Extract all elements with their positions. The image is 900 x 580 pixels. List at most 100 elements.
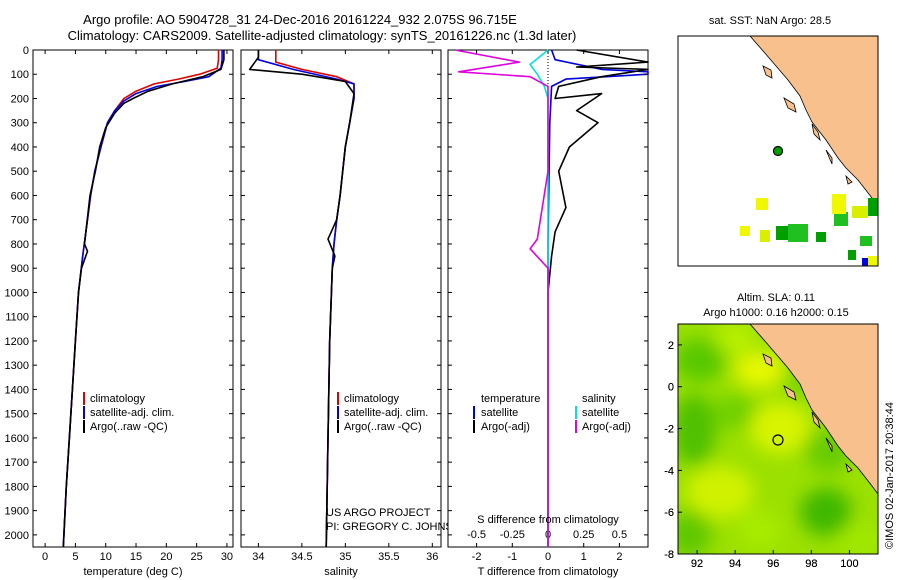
temperature-x-label: temperature (deg C)	[83, 566, 182, 578]
x-tick-label: 35.5	[378, 551, 399, 563]
sla-blob	[715, 324, 755, 354]
legend-header-salinity: salinity	[582, 393, 616, 405]
x-tick-label: 15	[130, 551, 142, 563]
legend-label-temp-argo: Argo(-adj)	[481, 421, 530, 433]
map-y-tick-label: 0	[668, 382, 674, 394]
sst-pixel	[848, 250, 856, 260]
x-tick-label: 2	[616, 551, 622, 563]
legend-label-temp-satellite: satellite	[481, 407, 518, 419]
depth-tick-label: 900	[11, 263, 29, 275]
island	[825, 437, 833, 453]
argo-location-marker	[772, 145, 784, 157]
x-tick-label: 0	[42, 551, 48, 563]
map-x-tick-label: 92	[691, 558, 703, 570]
x-tick-label: 34.5	[291, 551, 312, 563]
x-tick-label: 34	[252, 551, 264, 563]
sla-blob	[713, 394, 757, 430]
sla-blob	[750, 402, 810, 454]
map-y-tick-label: -2	[664, 424, 674, 436]
x-tick-label: 0	[545, 551, 551, 563]
x-tick-label: -1	[507, 551, 517, 563]
sla-blob	[686, 466, 754, 518]
island	[762, 65, 773, 79]
map-y-tick-label: -8	[664, 549, 674, 561]
sla-blob	[734, 352, 786, 388]
legend-label-sal-argo: Argo(-adj)	[582, 421, 631, 433]
map-y-tick-label: -2	[664, 424, 674, 436]
depth-tick-label: 400	[11, 142, 29, 154]
map-y-tick-label: -4	[664, 465, 674, 477]
legend-label-satellite: satellite-adj. clim.	[344, 407, 428, 419]
island	[845, 462, 853, 473]
sla-blob	[678, 394, 716, 466]
island	[811, 123, 821, 142]
legend-label-climatology: climatology	[344, 393, 400, 405]
island	[811, 411, 821, 430]
sla-map-content	[678, 324, 878, 554]
sst-pixel	[852, 206, 868, 218]
salinity-series	[248, 50, 355, 548]
pi-credit: PI: GREGORY C. JOHNSON	[326, 521, 469, 533]
sst-map-frame	[677, 35, 879, 267]
depth-tick-label: 1400	[5, 384, 29, 396]
depth-axis: 0 100 200 300 400 500 600 700 800 900 1000 1100 1200…	[5, 45, 29, 542]
depth-tick-label: 2000	[5, 530, 29, 542]
sst-pixel	[862, 258, 868, 266]
depth-tick-label: 500	[11, 166, 29, 178]
series-line-temperature-argo-adj-	[547, 49, 649, 547]
temperature-legend: climatology satellite-adj. clim. Argo(..…	[83, 392, 174, 433]
island	[845, 174, 853, 185]
legend-label-climatology: climatology	[90, 393, 146, 405]
s-tick-label: 0.25	[573, 529, 594, 541]
series-line-argo-raw-qc-	[248, 50, 355, 548]
map-y-tick-label: 0	[668, 382, 674, 394]
figure-title-line2: Climatology: CARS2009. Satellite-adjuste…	[68, 28, 577, 43]
depth-tick-label: 100	[11, 69, 29, 81]
salinity-x-axis: 34 34.5 35 35.5 36	[252, 50, 438, 563]
sst-map-title: sat. SST: NaN Argo: 28.5	[709, 15, 831, 27]
sst-pixel	[868, 256, 878, 266]
project-credit: US ARGO PROJECT	[326, 507, 431, 519]
sla-blob	[838, 522, 878, 554]
depth-tick-label: 200	[11, 93, 29, 105]
sla-map-panel: Altim. SLA: 0.11 Argo h1000: 0.16 h2000:…	[664, 292, 879, 570]
difference-x-axis: -2 -1 0 1 2	[472, 50, 622, 563]
legend-label-argo: Argo(..raw -QC)	[90, 421, 168, 433]
depth-tick-label: 800	[11, 239, 29, 251]
temperature-x-axis: 0 5 10 15 20 25 30	[42, 50, 233, 563]
island	[783, 385, 797, 401]
depth-tick-label: 600	[11, 190, 29, 202]
sst-pixel	[740, 226, 750, 236]
temperature-plot-frame	[32, 49, 234, 548]
map-y-tick-label: -6	[664, 507, 674, 519]
difference-series	[454, 49, 649, 547]
legend-label-sal-satellite: satellite	[582, 407, 619, 419]
x-tick-label: 30	[221, 551, 233, 563]
depth-tick-label: 1900	[5, 506, 29, 518]
sst-pixel	[756, 198, 768, 210]
temperature-difference-label: T difference from climatology	[478, 566, 619, 578]
depth-tick-label: 1100	[5, 312, 29, 324]
depth-tick-label: 1200	[5, 336, 29, 348]
depth-tick-label: 700	[11, 215, 29, 227]
x-tick-label: 35	[339, 551, 351, 563]
depth-tick-label: 1300	[5, 360, 29, 372]
sst-pixel	[776, 226, 790, 240]
legend-header-temperature: temperature	[481, 393, 540, 405]
sla-map-frame	[677, 323, 879, 555]
map-y-tick-label: -6	[664, 507, 674, 519]
sla-map-title: Altim. SLA: 0.11	[737, 292, 815, 304]
map-x-tick-label: 96	[767, 558, 779, 570]
map-x-tick-label: 98	[805, 558, 817, 570]
sla-map-subtitle: Argo h1000: 0.16 h2000: 0.15	[703, 307, 849, 319]
x-tick-label: 25	[191, 551, 203, 563]
depth-tick-label: 0	[23, 45, 29, 57]
salinity-x-label: salinity	[324, 566, 358, 578]
map-y-tick-label: -4	[664, 465, 674, 477]
imos-stamp: ©IMOS 02-Jan-2017 20:38:44	[884, 402, 896, 549]
map-x-tick-label: 94	[729, 558, 741, 570]
x-tick-label: 10	[100, 551, 112, 563]
x-tick-label: 20	[160, 551, 172, 563]
map-x-tick-label: 94	[729, 558, 741, 570]
